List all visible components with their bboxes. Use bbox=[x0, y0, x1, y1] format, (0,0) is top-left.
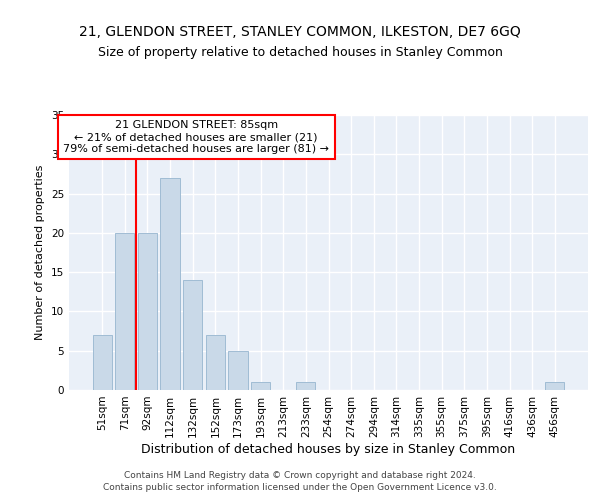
Text: Size of property relative to detached houses in Stanley Common: Size of property relative to detached ho… bbox=[98, 46, 502, 59]
Bar bbox=[138, 233, 157, 390]
Bar bbox=[160, 178, 180, 390]
Y-axis label: Number of detached properties: Number of detached properties bbox=[35, 165, 46, 340]
Bar bbox=[115, 233, 134, 390]
Bar bbox=[206, 335, 225, 390]
Bar bbox=[183, 280, 202, 390]
Text: 21 GLENDON STREET: 85sqm
← 21% of detached houses are smaller (21)
79% of semi-d: 21 GLENDON STREET: 85sqm ← 21% of detach… bbox=[63, 120, 329, 154]
Bar bbox=[296, 382, 316, 390]
Text: Contains HM Land Registry data © Crown copyright and database right 2024.
Contai: Contains HM Land Registry data © Crown c… bbox=[103, 471, 497, 492]
Bar bbox=[229, 350, 248, 390]
Bar bbox=[251, 382, 270, 390]
Bar bbox=[545, 382, 565, 390]
Bar bbox=[92, 335, 112, 390]
Text: 21, GLENDON STREET, STANLEY COMMON, ILKESTON, DE7 6GQ: 21, GLENDON STREET, STANLEY COMMON, ILKE… bbox=[79, 26, 521, 40]
X-axis label: Distribution of detached houses by size in Stanley Common: Distribution of detached houses by size … bbox=[142, 442, 515, 456]
